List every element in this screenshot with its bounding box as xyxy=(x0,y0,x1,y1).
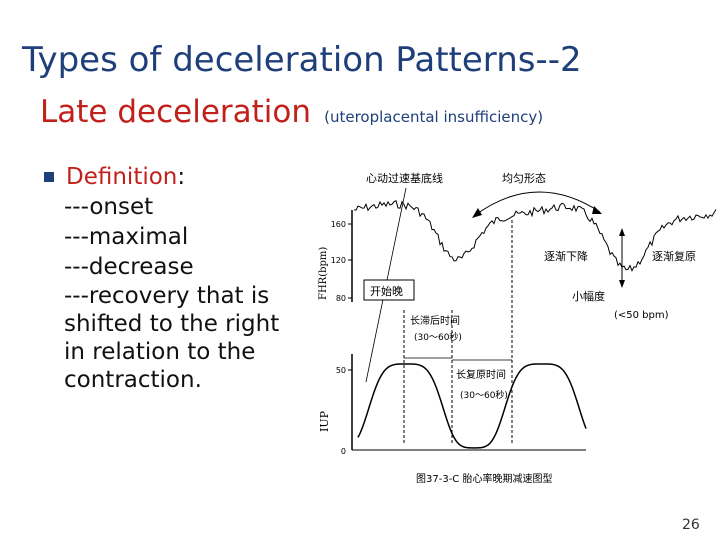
subtitle-note: (uteroplacental insufficiency) xyxy=(324,108,544,126)
late-deceleration-figure: 160 120 80 FHR(bpm) 心动过速基底线 均匀形态 逐渐下降 逐渐… xyxy=(318,171,717,485)
fhr-trace xyxy=(353,199,717,272)
uniform-shape-arrow xyxy=(473,191,601,217)
iup-trace xyxy=(357,363,587,449)
annotation-lag-time: 长滞后时间 xyxy=(410,314,460,327)
definition-term: Definition xyxy=(66,164,178,190)
fhr-tick-label-80: 80 xyxy=(336,294,346,303)
figure-caption: 图37-3-C 胎心率晚期减速图型 xyxy=(416,472,552,485)
slide-subtitle: Late deceleration (uteroplacental insuff… xyxy=(40,94,543,130)
list-item-maximal: ---maximal xyxy=(64,224,189,250)
fhr-tick-label-120: 120 xyxy=(331,256,346,265)
iup-axis-label: IUP xyxy=(318,410,331,432)
annotation-amplitude-value: (<50 bpm) xyxy=(614,310,669,321)
annotation-uniform-shape: 均匀形态 xyxy=(502,172,546,185)
start-late-box xyxy=(363,279,415,301)
annotation-recovery-time-range: (30～60秒) xyxy=(460,389,508,401)
amplitude-arrow-up xyxy=(619,228,625,236)
iup-tick-label-0: 0 xyxy=(341,447,346,456)
subtitle-main: Late deceleration xyxy=(40,94,312,130)
list-item-decrease: ---decrease xyxy=(64,254,194,280)
annotation-lag-time-range: (30～60秒) xyxy=(414,331,462,343)
fhr-axis-label: FHR(bpm) xyxy=(318,247,329,300)
arrowhead-right xyxy=(592,206,602,214)
annotation-start-late: 开始晚 xyxy=(370,284,403,298)
annotation-gradual-fall: 逐渐下降 xyxy=(544,249,588,263)
slide-title: Types of deceleration Patterns--2 xyxy=(22,40,582,80)
amplitude-arrow-down xyxy=(619,280,625,288)
definition-colon: : xyxy=(177,164,186,190)
annotation-recovery-time: 长复原时间 xyxy=(456,368,506,381)
list-item-recovery: ---recovery that is shifted to the right… xyxy=(64,283,280,393)
page-number: 26 xyxy=(682,517,700,533)
list-item-onset: ---onset xyxy=(64,194,154,220)
definition-bullet: Definition: xyxy=(40,162,285,192)
annotation-baseline: 心动过速基底线 xyxy=(366,171,443,185)
square-bullet-icon xyxy=(44,172,54,182)
definition-list: Definition: ---onset ---maximal ---decre… xyxy=(40,162,285,394)
annotation-small-amplitude: 小幅度 xyxy=(572,289,605,303)
annotation-gradual-recover: 逐渐复原 xyxy=(652,249,696,263)
arrowhead-left xyxy=(472,208,482,218)
fhr-tick-label-160: 160 xyxy=(331,220,346,229)
iup-tick-label-50: 50 xyxy=(336,366,346,375)
